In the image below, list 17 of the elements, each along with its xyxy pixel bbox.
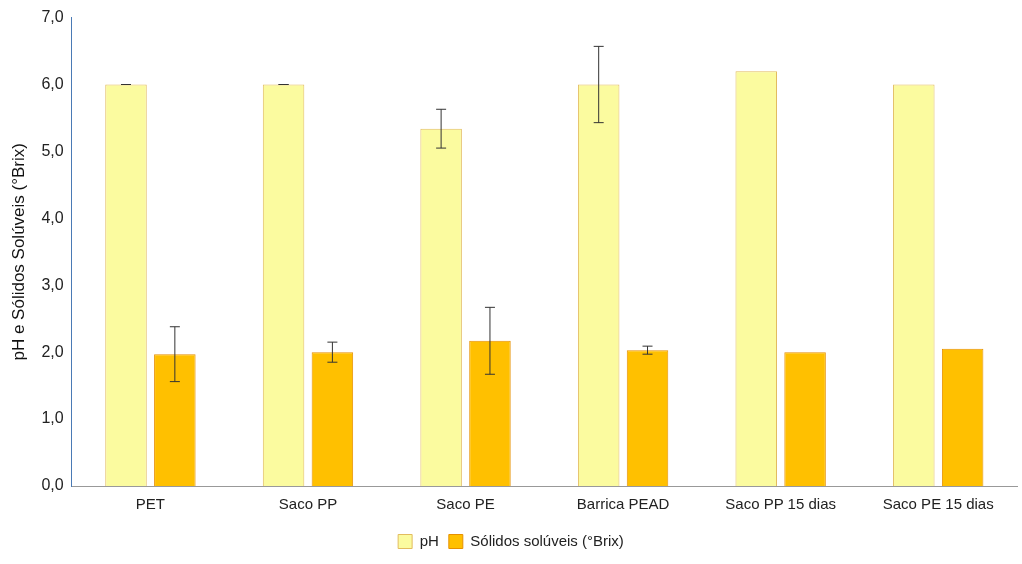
y-tick-label: 1,0 [41,409,64,427]
y-tick-label: 0,0 [41,476,64,494]
x-tick-label: Saco PE [436,495,495,513]
y-tick-label: 6,0 [41,74,64,92]
x-tick-label: Barrica PEAD [576,495,670,513]
y-tick-label: 5,0 [41,141,64,159]
y-tick-label: 4,0 [41,208,64,226]
x-tick-label: Saco PE 15 dias [882,495,994,513]
y-tick-label: 2,0 [41,342,64,360]
y-tick-label: 3,0 [41,275,64,293]
x-tick-label: PET [135,495,166,513]
legend-label: Sólidos solúveis (°Brix) [470,531,624,549]
x-tick-label: Saco PP [278,495,338,513]
y-tick-label: 7,0 [41,8,64,26]
legend-label: pH [419,531,439,549]
y-axis-title: pH e Sólidos Solúveis (°Brix) [8,143,28,361]
x-tick-label: Saco PP 15 dias [725,495,836,513]
